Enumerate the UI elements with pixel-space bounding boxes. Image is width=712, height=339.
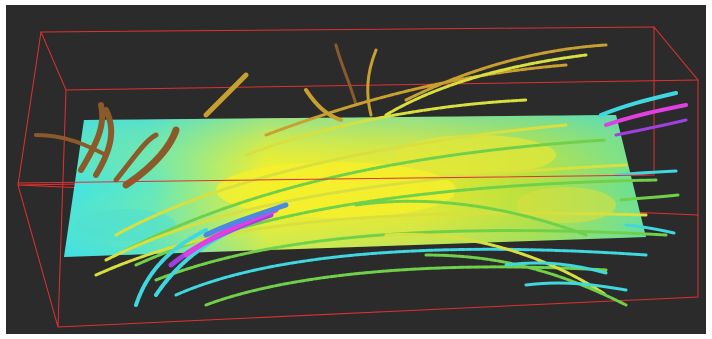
streamline	[114, 123, 568, 237]
streamline	[203, 72, 249, 118]
streamline	[93, 107, 115, 178]
streamline	[124, 138, 608, 252]
3d-flow-visualization-viewport[interactable]	[6, 5, 706, 334]
streamline	[264, 63, 568, 137]
streamline	[619, 193, 680, 202]
streamline	[174, 247, 648, 297]
streamline	[366, 48, 378, 117]
streamline	[384, 232, 608, 297]
streamline	[354, 199, 588, 237]
streamlines	[17, 43, 688, 307]
streamline	[599, 91, 678, 117]
streamline	[504, 261, 608, 275]
streamline	[17, 174, 655, 184]
streamline	[104, 163, 628, 262]
streamline	[204, 265, 608, 307]
streamline	[34, 133, 108, 157]
streamline	[424, 253, 628, 307]
streamline	[78, 102, 106, 173]
streamline	[113, 132, 159, 183]
streamline	[134, 228, 208, 307]
streamline-scene	[17, 26, 700, 328]
streamline	[614, 118, 688, 137]
streamline	[122, 126, 180, 189]
streamline	[244, 98, 528, 157]
streamline	[604, 103, 688, 127]
streamline	[404, 43, 608, 102]
streamline	[614, 169, 678, 177]
streamline	[334, 43, 358, 107]
streamline	[304, 88, 343, 122]
streamline	[154, 229, 668, 282]
streamline	[384, 53, 588, 117]
streamline	[624, 223, 676, 235]
slice-plane	[64, 115, 646, 257]
streamline	[524, 281, 628, 292]
streamline	[203, 202, 289, 238]
